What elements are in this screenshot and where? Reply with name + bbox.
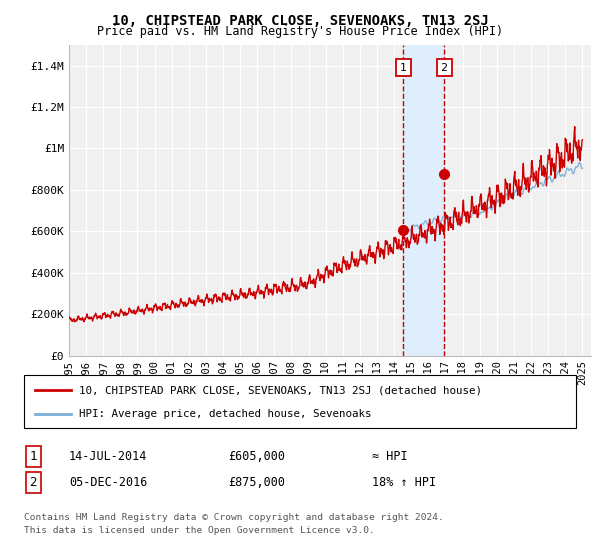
Text: Price paid vs. HM Land Registry's House Price Index (HPI): Price paid vs. HM Land Registry's House … bbox=[97, 25, 503, 38]
Text: 14-JUL-2014: 14-JUL-2014 bbox=[69, 450, 148, 463]
Bar bbox=[403, 45, 444, 356]
Text: £875,000: £875,000 bbox=[228, 476, 285, 489]
Text: HPI: Average price, detached house, Sevenoaks: HPI: Average price, detached house, Seve… bbox=[79, 408, 372, 418]
Text: 05-DEC-2016: 05-DEC-2016 bbox=[69, 476, 148, 489]
Text: £605,000: £605,000 bbox=[228, 450, 285, 463]
FancyBboxPatch shape bbox=[24, 375, 576, 428]
Text: 2: 2 bbox=[440, 63, 448, 73]
Text: ≈ HPI: ≈ HPI bbox=[372, 450, 407, 463]
Text: 1: 1 bbox=[29, 450, 37, 463]
Text: This data is licensed under the Open Government Licence v3.0.: This data is licensed under the Open Gov… bbox=[24, 526, 375, 535]
Text: 10, CHIPSTEAD PARK CLOSE, SEVENOAKS, TN13 2SJ (detached house): 10, CHIPSTEAD PARK CLOSE, SEVENOAKS, TN1… bbox=[79, 385, 482, 395]
Text: 2: 2 bbox=[29, 476, 37, 489]
Text: 18% ↑ HPI: 18% ↑ HPI bbox=[372, 476, 436, 489]
Text: 1: 1 bbox=[400, 63, 407, 73]
Text: Contains HM Land Registry data © Crown copyright and database right 2024.: Contains HM Land Registry data © Crown c… bbox=[24, 513, 444, 522]
Text: 10, CHIPSTEAD PARK CLOSE, SEVENOAKS, TN13 2SJ: 10, CHIPSTEAD PARK CLOSE, SEVENOAKS, TN1… bbox=[112, 14, 488, 28]
